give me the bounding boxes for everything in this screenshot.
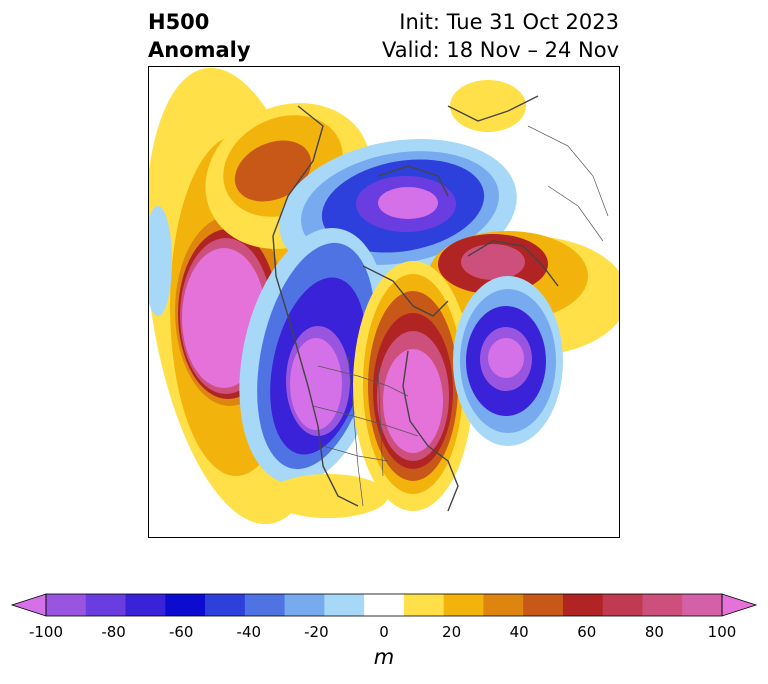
colorbar-tick-label: -60 (168, 623, 194, 641)
colorbar-extend-low (10, 593, 47, 617)
colorbar-cell (46, 594, 87, 616)
colorbar-cell (443, 594, 484, 616)
chart-title-left: H500 Anomaly (148, 8, 251, 64)
colorbar-cell (205, 594, 246, 616)
valid-range: Valid: 18 Nov – 24 Nov (382, 38, 619, 62)
colorbar-cell (364, 594, 405, 616)
colorbar-cell (403, 594, 445, 616)
colorbar-cell (682, 594, 723, 616)
map-canvas (148, 66, 620, 538)
coastlines (272, 95, 559, 512)
anomaly-shading (148, 67, 620, 525)
colorbar-unit: m (373, 645, 395, 669)
colorbar-cell (244, 594, 286, 616)
colorbar-tick-label: 100 (707, 623, 737, 641)
southern-ridge (353, 261, 473, 511)
colorbar-tick-label: -100 (28, 623, 64, 641)
colorbar-tick-label: 40 (509, 623, 529, 641)
colorbar-cell (642, 594, 683, 616)
colorbar-cell (523, 594, 564, 616)
colorbar-outline (45, 593, 723, 617)
arctic-ridge (450, 80, 526, 132)
southern-positive (268, 474, 388, 518)
colorbar-tick-label: 60 (577, 623, 597, 641)
colorbar-tick-label: 80 (644, 623, 664, 641)
colorbar-tick-label: 20 (442, 623, 462, 641)
colorbar-cell (324, 594, 365, 616)
borders (312, 125, 609, 507)
colorbar-cell (602, 594, 643, 616)
title-field: Anomaly (148, 38, 251, 62)
colorbar-tick-label: 0 (379, 623, 389, 641)
colorbar-cells (46, 594, 723, 616)
colorbar-cell (562, 594, 604, 616)
colorbar-extend-high (721, 593, 758, 617)
colorbar (10, 593, 758, 617)
colorbar-cell (85, 594, 127, 616)
chart-title-right: Init: Tue 31 Oct 2023 Valid: 18 Nov – 24… (382, 8, 619, 64)
colorbar-cell (125, 594, 166, 616)
colorbar-tick-label: -20 (304, 623, 329, 641)
west-edge-trough (148, 206, 172, 316)
colorbar-cell (165, 594, 206, 616)
west-coast-trough (239, 228, 387, 484)
eastern-trough (453, 276, 563, 446)
colorbar-cell (284, 594, 325, 616)
colorbar-tick-label: -40 (236, 623, 262, 641)
init-time: Init: Tue 31 Oct 2023 (399, 10, 619, 34)
colorbar-tick-label: -80 (101, 623, 126, 641)
map-border (148, 66, 620, 538)
colorbar-cell (483, 594, 524, 616)
anomaly-map (148, 66, 620, 538)
title-variable: H500 (148, 10, 210, 34)
